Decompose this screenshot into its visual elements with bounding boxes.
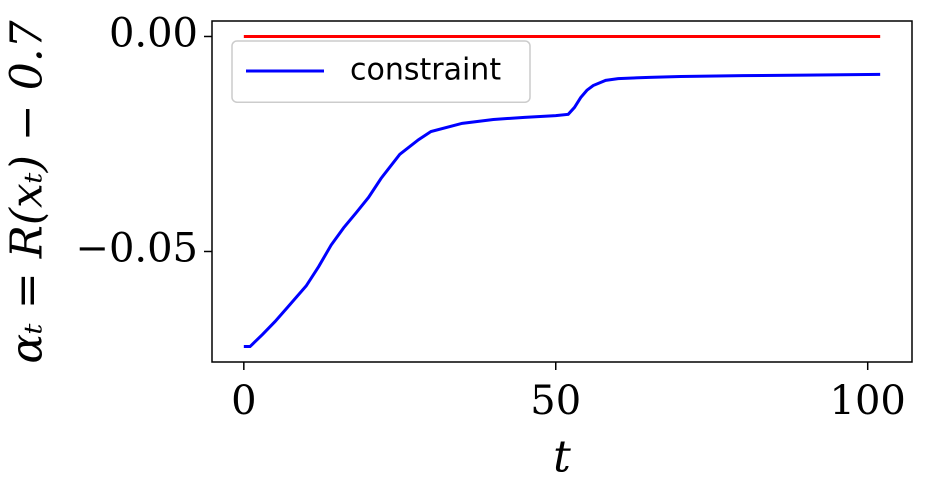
plot-frame <box>211 20 913 363</box>
legend-box <box>231 40 531 103</box>
y-axis-label: αₜ = R(xₜ) − 0.7 <box>2 20 53 363</box>
x-tick-label: 50 <box>530 378 581 424</box>
x-tick-label: 100 <box>830 378 906 424</box>
line-series <box>243 72 881 349</box>
x-tick-label: 0 <box>231 378 256 424</box>
y-tick-label: 0.00 <box>109 10 198 56</box>
legend-label: constraint <box>350 53 501 88</box>
x-axis-label: t <box>553 432 571 483</box>
y-tick-label: −0.05 <box>75 225 198 271</box>
